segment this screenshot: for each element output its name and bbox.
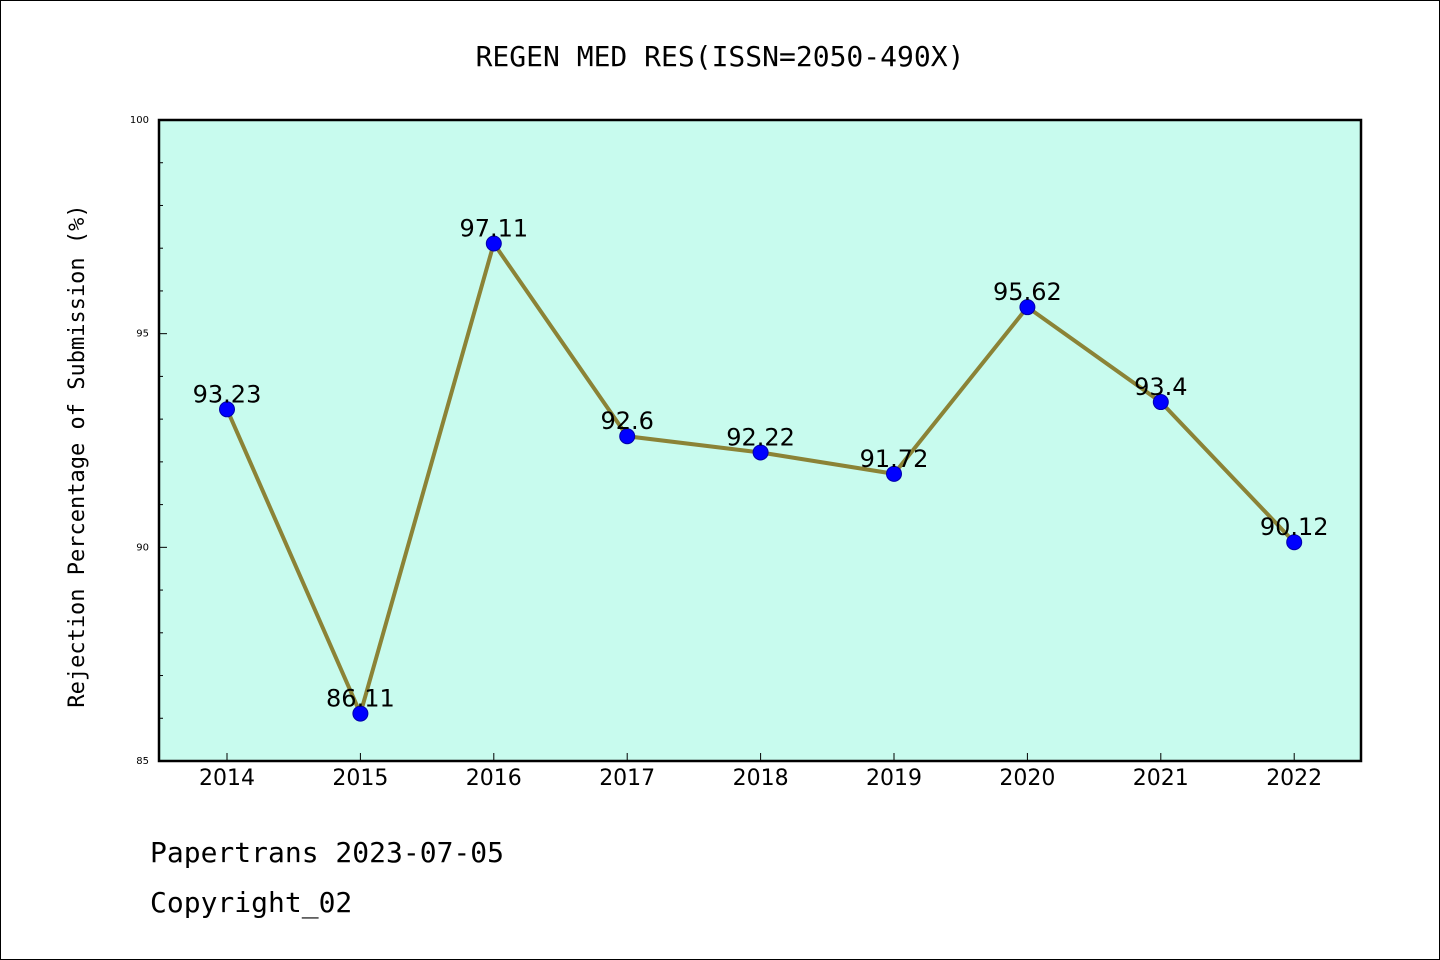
data-point [352, 705, 369, 722]
footer-copyright: Copyright_02 [150, 886, 353, 919]
x-tick-label: 2017 [599, 766, 655, 791]
data-point [619, 428, 636, 445]
chart-title: REGEN MED RES(ISSN=2050-490X) [476, 40, 965, 73]
data-label: 90.12 [1260, 513, 1329, 541]
y-axis-label: Rejection Percentage of Submission (%) [65, 204, 90, 707]
x-tick-label: 2014 [199, 766, 255, 791]
y-tick-label: 100 [130, 115, 149, 126]
y-tick-label: 90 [136, 542, 149, 553]
x-tick-label: 2020 [999, 766, 1055, 791]
data-labels-layer: 93.23 86.11 97.11 92.6 92.22 91.72 95.62 93.4 90… [193, 214, 1329, 712]
x-tick-label: 2018 [733, 766, 789, 791]
data-point [1019, 299, 1036, 316]
y-tick-label: 85 [136, 756, 149, 767]
data-label: 97.11 [459, 214, 528, 242]
plot-area [159, 120, 1361, 761]
data-label: 86.11 [326, 685, 395, 713]
series-layer [219, 235, 1303, 722]
y-tick-label: 95 [136, 329, 149, 340]
data-point [1152, 394, 1169, 411]
ticks-layer: 85 90 95 100 2014 2015 2016 2017 2018 2019 2020 202… [130, 115, 1322, 791]
x-tick-label: 2015 [332, 766, 388, 791]
data-point [485, 235, 502, 252]
data-label: 93.23 [193, 380, 262, 408]
data-label: 95.62 [993, 278, 1062, 306]
data-label: 92.6 [600, 407, 653, 435]
data-point [752, 444, 769, 461]
plot-border [157, 118, 1363, 763]
data-point [886, 465, 902, 482]
data-label: 93.4 [1134, 373, 1187, 401]
data-point [219, 401, 235, 418]
data-point [1286, 534, 1303, 551]
footer-source-date: Papertrans 2023-07-05 [150, 836, 505, 869]
data-label: 91.72 [860, 445, 929, 473]
x-tick-label: 2021 [1133, 766, 1189, 791]
x-tick-label: 2016 [466, 766, 522, 791]
data-label: 92.22 [726, 423, 795, 451]
x-tick-label: 2019 [866, 766, 922, 791]
x-tick-label: 2022 [1266, 766, 1322, 791]
